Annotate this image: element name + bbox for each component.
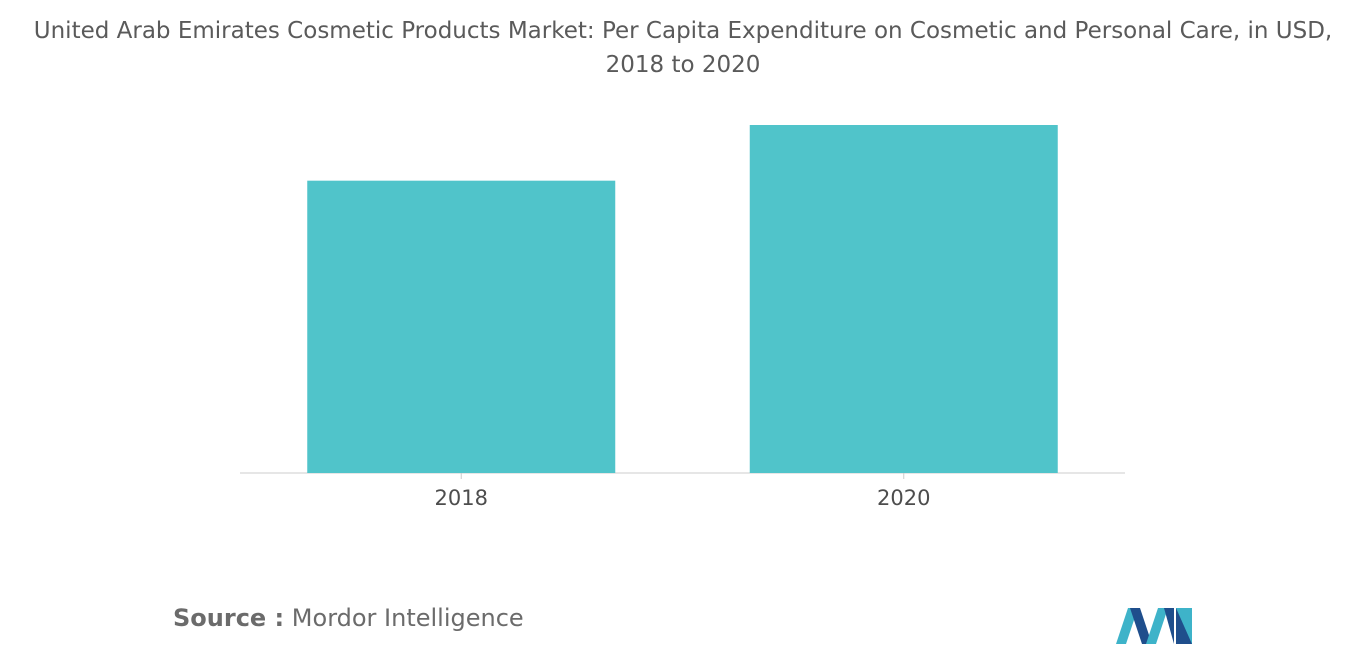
source-note: Source : Mordor Intelligence [173, 604, 524, 632]
source-text: Mordor Intelligence [292, 604, 524, 632]
x-tick-label-2020: 2020 [877, 486, 930, 510]
bar-chart: 2018 2020 [0, 0, 1366, 560]
bar-2018 [307, 181, 615, 473]
bar-2020 [750, 125, 1058, 473]
source-label: Source : [173, 604, 284, 632]
mordor-intelligence-logo-icon [1116, 604, 1192, 644]
x-tick-label-2018: 2018 [435, 486, 488, 510]
plot-area: 2018 2020 [240, 125, 1125, 510]
